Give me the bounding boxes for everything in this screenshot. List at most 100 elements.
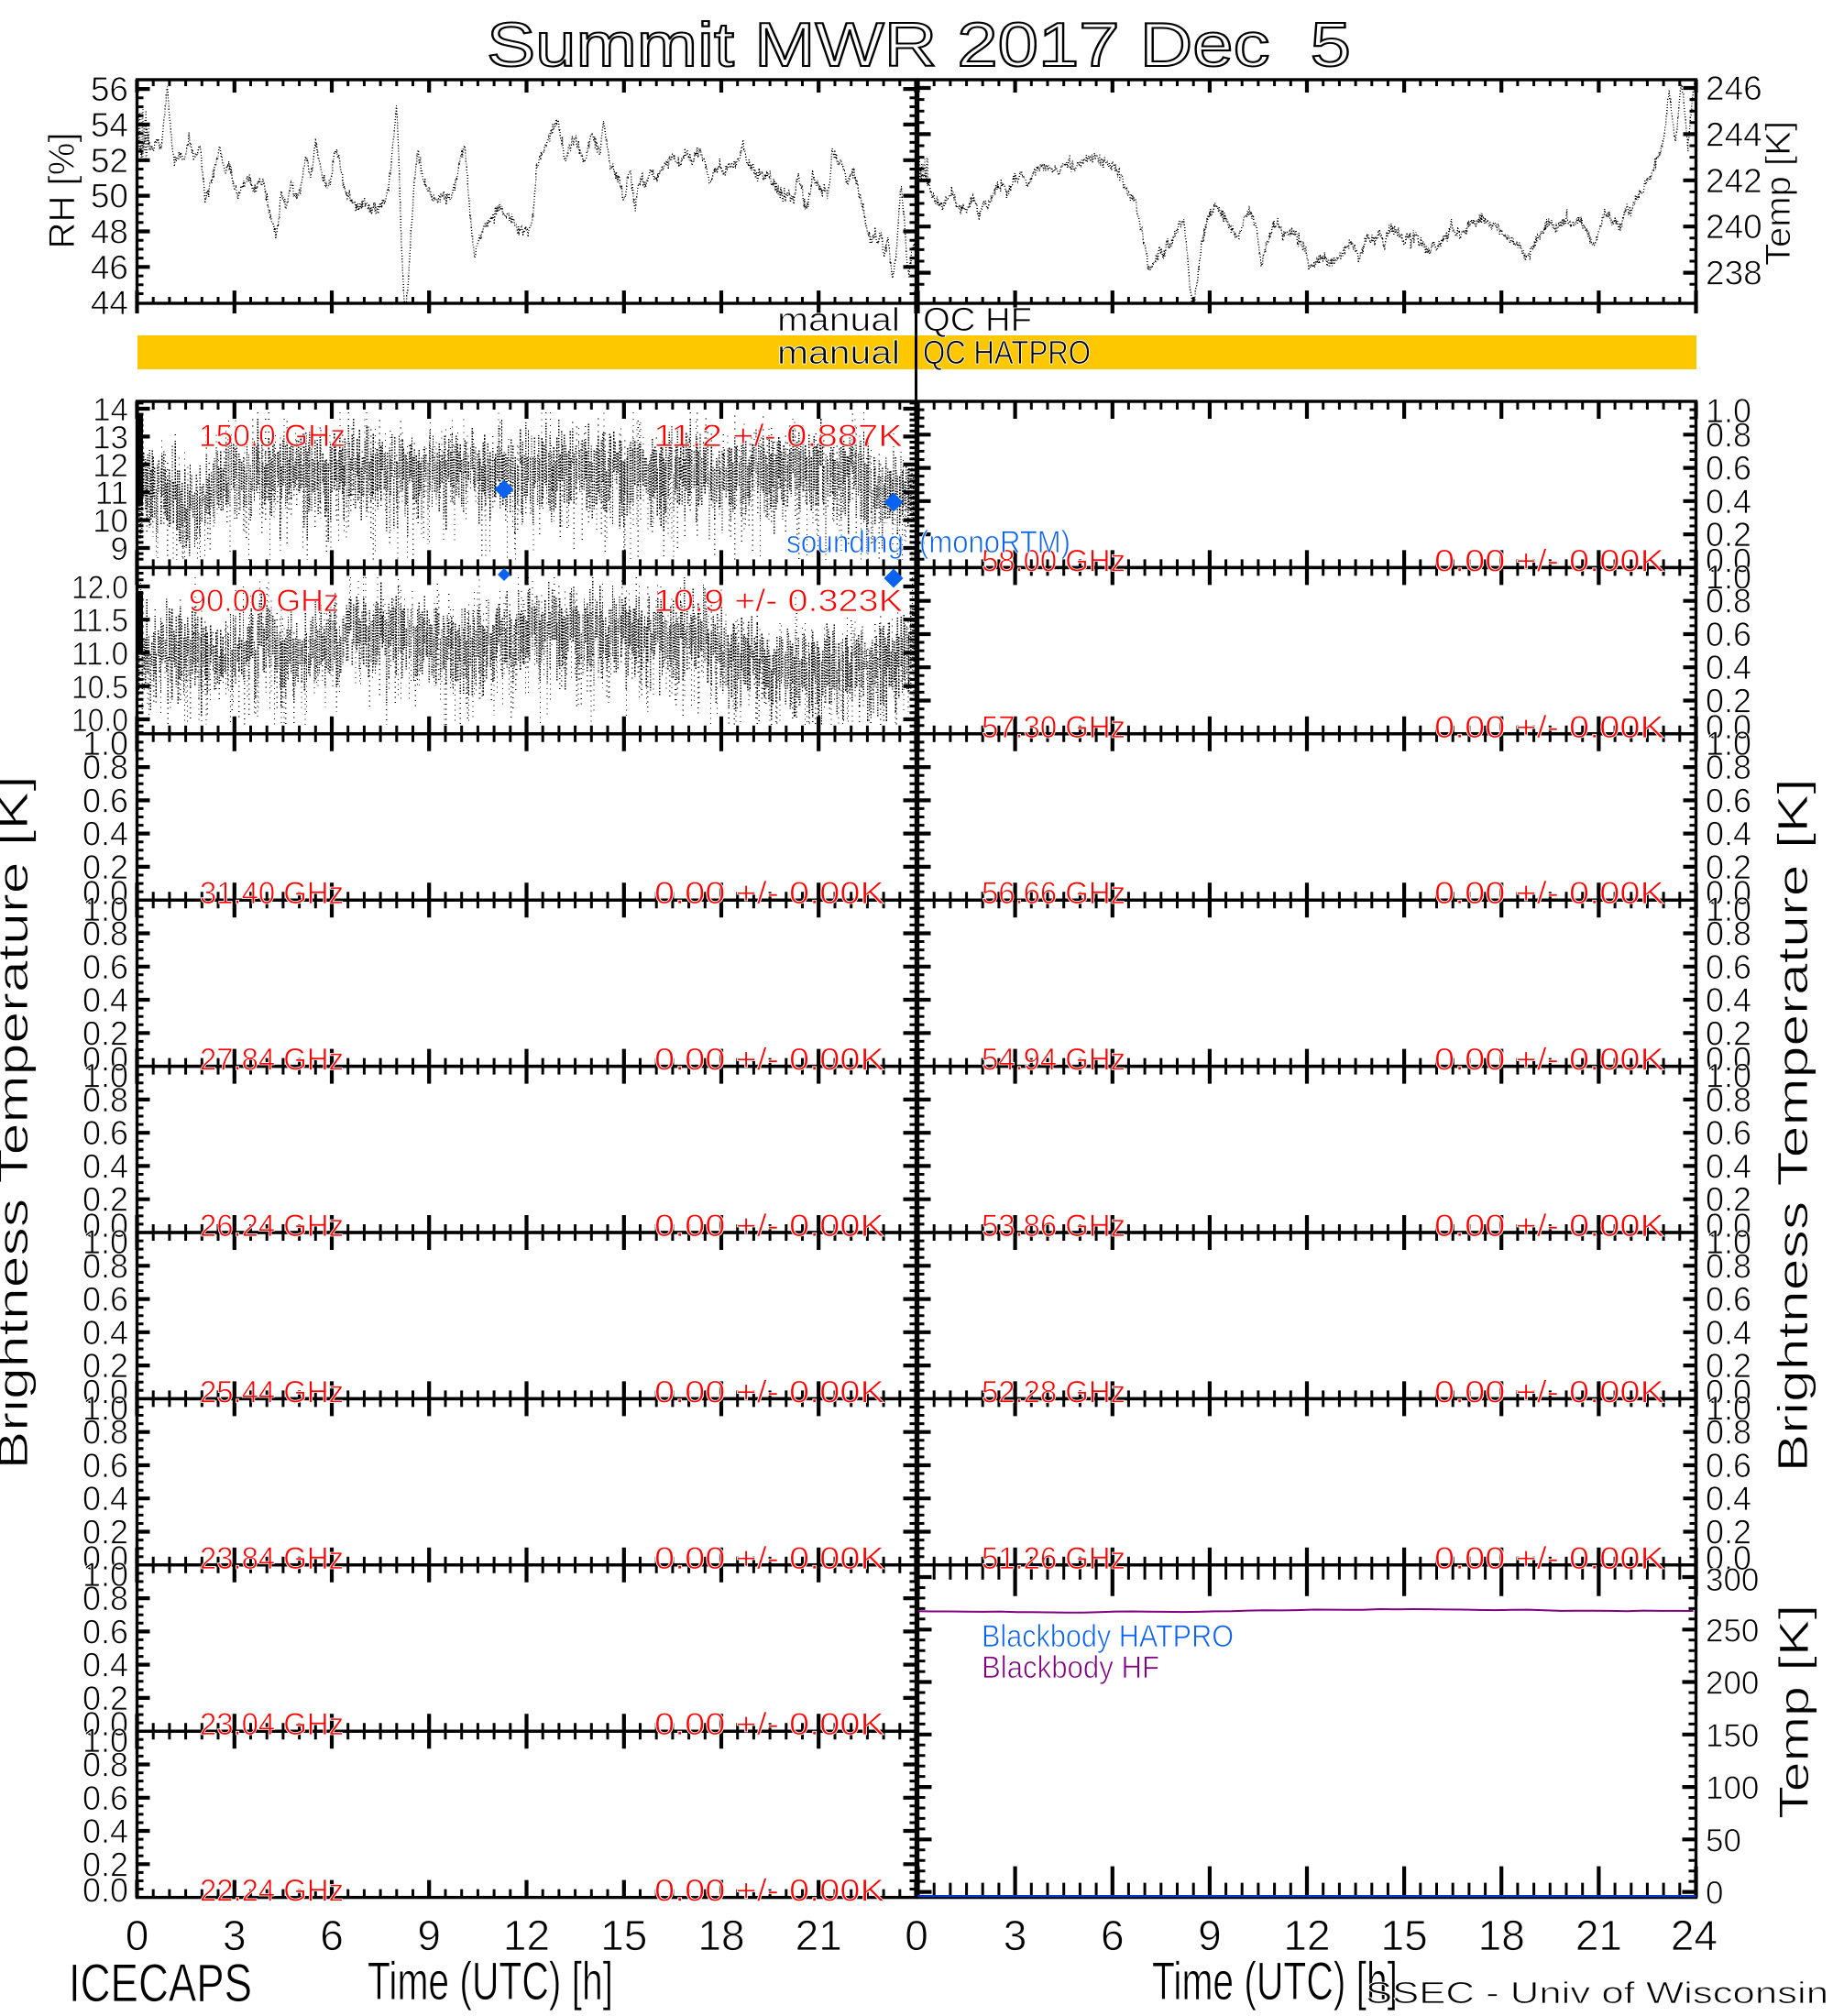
svg-text:0.00 +/- 0.00K: 0.00 +/- 0.00K bbox=[1434, 1541, 1664, 1576]
svg-text:QC HF: QC HF bbox=[923, 301, 1032, 338]
svg-text:18: 18 bbox=[697, 1912, 744, 1959]
svg-text:54.94 GHz: 54.94 GHz bbox=[982, 1043, 1125, 1078]
svg-text:0.2: 0.2 bbox=[1706, 1014, 1751, 1052]
svg-text:13: 13 bbox=[93, 420, 128, 455]
svg-text:0.00 +/- 0.00K: 0.00 +/- 0.00K bbox=[654, 1375, 884, 1409]
svg-text:9: 9 bbox=[417, 1912, 441, 1959]
svg-text:Brightness Temperature [K]: Brightness Temperature [K] bbox=[0, 776, 37, 1470]
svg-text:0.00 +/- 0.00K: 0.00 +/- 0.00K bbox=[654, 1874, 884, 1909]
svg-text:25.44 GHz: 25.44 GHz bbox=[200, 1375, 344, 1409]
svg-text:0.8: 0.8 bbox=[82, 1081, 128, 1119]
svg-text:27.84 GHz: 27.84 GHz bbox=[200, 1043, 344, 1078]
svg-text:0.2: 0.2 bbox=[1706, 1514, 1751, 1551]
svg-text:238: 238 bbox=[1706, 255, 1762, 292]
svg-text:0.8: 0.8 bbox=[82, 749, 128, 786]
svg-text:1.0: 1.0 bbox=[82, 891, 128, 928]
svg-text:57.30 GHz: 57.30 GHz bbox=[982, 710, 1125, 745]
svg-text:11.0: 11.0 bbox=[71, 637, 128, 673]
svg-text:12.0: 12.0 bbox=[71, 570, 128, 606]
svg-text:0.00 +/- 0.00K: 0.00 +/- 0.00K bbox=[1434, 543, 1664, 578]
svg-text:3: 3 bbox=[1004, 1912, 1027, 1959]
svg-text:0.0: 0.0 bbox=[1706, 1207, 1751, 1244]
svg-text:0.6: 0.6 bbox=[1706, 450, 1751, 488]
svg-text:0.4: 0.4 bbox=[1706, 483, 1751, 520]
svg-text:0.8: 0.8 bbox=[1706, 1414, 1751, 1452]
svg-text:6: 6 bbox=[320, 1912, 344, 1959]
svg-text:15: 15 bbox=[600, 1912, 647, 1959]
svg-text:0.00 +/- 0.00K: 0.00 +/- 0.00K bbox=[1434, 710, 1664, 745]
svg-text:52: 52 bbox=[91, 142, 128, 180]
svg-text:1.0: 1.0 bbox=[82, 1223, 128, 1261]
svg-text:0.8: 0.8 bbox=[1706, 1081, 1751, 1119]
svg-text:300: 300 bbox=[1706, 1562, 1759, 1598]
svg-text:manual: manual bbox=[777, 334, 900, 371]
svg-text:0.2: 0.2 bbox=[82, 849, 128, 886]
svg-text:0.4: 0.4 bbox=[1706, 981, 1751, 1019]
svg-text:0.4: 0.4 bbox=[1706, 1480, 1751, 1517]
svg-text:0.6: 0.6 bbox=[1706, 1114, 1751, 1152]
svg-text:0: 0 bbox=[905, 1912, 928, 1959]
svg-text:51.26 GHz: 51.26 GHz bbox=[982, 1541, 1125, 1576]
svg-text:0.4: 0.4 bbox=[82, 981, 128, 1019]
svg-text:26.24 GHz: 26.24 GHz bbox=[200, 1209, 344, 1244]
svg-text:0.00 +/- 0.00K: 0.00 +/- 0.00K bbox=[654, 1707, 884, 1742]
svg-text:48: 48 bbox=[91, 214, 128, 251]
svg-text:53.86 GHz: 53.86 GHz bbox=[982, 1209, 1125, 1244]
svg-text:0.6: 0.6 bbox=[82, 948, 128, 986]
svg-text:15: 15 bbox=[1381, 1912, 1428, 1959]
svg-text:0.8: 0.8 bbox=[82, 1247, 128, 1285]
svg-text:1.0: 1.0 bbox=[82, 1389, 128, 1427]
svg-text:0.0: 0.0 bbox=[1706, 542, 1751, 579]
svg-text:(monoRTM): (monoRTM) bbox=[919, 525, 1070, 560]
svg-text:54: 54 bbox=[91, 106, 128, 144]
svg-text:Blackbody HF: Blackbody HF bbox=[982, 1650, 1159, 1685]
svg-text:0.4: 0.4 bbox=[82, 1147, 128, 1185]
svg-text:3: 3 bbox=[223, 1912, 247, 1959]
svg-text:0.00 +/- 0.00K: 0.00 +/- 0.00K bbox=[654, 1541, 884, 1576]
svg-text:0.0: 0.0 bbox=[82, 1705, 128, 1743]
svg-text:150.0 GHz: 150.0 GHz bbox=[199, 419, 346, 454]
svg-text:0.6: 0.6 bbox=[82, 1613, 128, 1650]
svg-text:11.2 +/- 0.887K: 11.2 +/- 0.887K bbox=[653, 419, 903, 454]
svg-text:246: 246 bbox=[1706, 70, 1762, 107]
svg-text:23.84 GHz: 23.84 GHz bbox=[200, 1541, 344, 1576]
svg-text:0.00 +/- 0.00K: 0.00 +/- 0.00K bbox=[654, 1209, 884, 1244]
svg-text:Temp [K]: Temp [K] bbox=[1760, 121, 1798, 266]
svg-text:0.4: 0.4 bbox=[82, 816, 128, 853]
svg-text:0.6: 0.6 bbox=[1706, 1447, 1751, 1485]
svg-text:0.8: 0.8 bbox=[82, 915, 128, 953]
svg-text:0.0: 0.0 bbox=[1706, 874, 1751, 912]
svg-text:0.00 +/- 0.00K: 0.00 +/- 0.00K bbox=[1434, 1043, 1664, 1078]
svg-text:21: 21 bbox=[1575, 1912, 1622, 1959]
svg-text:56.66 GHz: 56.66 GHz bbox=[982, 876, 1125, 911]
svg-text:0.4: 0.4 bbox=[1706, 1147, 1751, 1185]
svg-text:242: 242 bbox=[1706, 162, 1762, 200]
svg-text:0.00 +/- 0.00K: 0.00 +/- 0.00K bbox=[1434, 1209, 1664, 1244]
svg-text:0.0: 0.0 bbox=[82, 1041, 128, 1079]
svg-text:0.2: 0.2 bbox=[1706, 683, 1751, 720]
svg-text:244: 244 bbox=[1706, 115, 1762, 153]
svg-text:0.0: 0.0 bbox=[1706, 1373, 1751, 1410]
svg-text:10.9 +/- 0.323K: 10.9 +/- 0.323K bbox=[653, 584, 903, 619]
svg-text:0.2: 0.2 bbox=[82, 1347, 128, 1385]
svg-text:240: 240 bbox=[1706, 208, 1762, 246]
svg-text:0.2: 0.2 bbox=[1706, 1181, 1751, 1219]
svg-text:0.0: 0.0 bbox=[82, 1373, 128, 1410]
svg-text:0.8: 0.8 bbox=[1706, 915, 1751, 953]
svg-text:1.0: 1.0 bbox=[1706, 1223, 1751, 1261]
svg-text:9: 9 bbox=[1198, 1912, 1222, 1959]
svg-text:0.0: 0.0 bbox=[1706, 1539, 1751, 1577]
svg-text:23.04 GHz: 23.04 GHz bbox=[200, 1707, 344, 1742]
svg-text:0.2: 0.2 bbox=[82, 1514, 128, 1551]
svg-text:0: 0 bbox=[1706, 1876, 1723, 1912]
svg-text:0.8: 0.8 bbox=[1706, 583, 1751, 620]
svg-text:0.4: 0.4 bbox=[82, 1480, 128, 1517]
svg-text:1.0: 1.0 bbox=[82, 1556, 128, 1594]
svg-text:Brightness Temperature [K]: Brightness Temperature [K] bbox=[1769, 779, 1817, 1473]
svg-text:0.2: 0.2 bbox=[82, 1846, 128, 1883]
svg-text:31.40 GHz: 31.40 GHz bbox=[200, 876, 344, 911]
svg-text:14: 14 bbox=[93, 392, 128, 428]
svg-text:0.6: 0.6 bbox=[1706, 782, 1751, 819]
svg-text:58.00 GHz: 58.00 GHz bbox=[982, 543, 1125, 578]
svg-text:0.0: 0.0 bbox=[82, 1207, 128, 1244]
